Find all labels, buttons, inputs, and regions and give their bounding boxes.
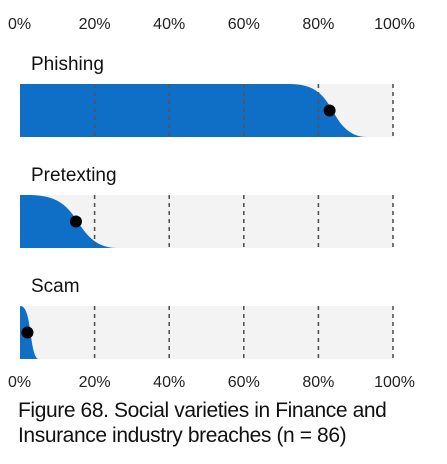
bottom-tick-label: 20% — [79, 374, 111, 391]
top-tick-label: 60% — [228, 16, 260, 33]
distribution-area — [20, 84, 367, 137]
top-tick-label: 20% — [79, 16, 111, 33]
top-tick-label: 80% — [302, 16, 334, 33]
row-pretexting: Pretexting — [20, 165, 394, 248]
bottom-tick-label: 100% — [374, 374, 415, 391]
distribution-area — [20, 195, 117, 248]
row-track — [20, 306, 393, 359]
category-label: Scam — [31, 276, 80, 297]
row-phishing: Phishing — [20, 54, 394, 137]
point-estimate-dot — [69, 215, 82, 228]
category-label: Phishing — [31, 54, 104, 75]
bottom-axis-ticks: 0% 20% 40% 60% 80% 100% — [8, 374, 415, 391]
point-estimate-dot — [21, 326, 34, 339]
bottom-tick-label: 0% — [8, 374, 31, 391]
top-tick-label: 40% — [153, 16, 185, 33]
point-estimate-dot — [323, 104, 336, 117]
bottom-tick-label: 80% — [302, 374, 334, 391]
bottom-tick-label: 40% — [153, 374, 185, 391]
bottom-tick-label: 60% — [228, 374, 260, 391]
top-tick-label: 100% — [374, 16, 415, 33]
row-scam: Scam — [20, 276, 394, 359]
top-tick-label: 0% — [8, 16, 31, 33]
figure-caption: Figure 68. Social varieties in Finance a… — [18, 399, 387, 447]
top-axis-ticks: 0% 20% 40% 60% 80% 100% — [8, 16, 415, 33]
category-label: Pretexting — [31, 165, 117, 186]
chart-rows: Phishing Pretexting Scam — [20, 54, 394, 359]
